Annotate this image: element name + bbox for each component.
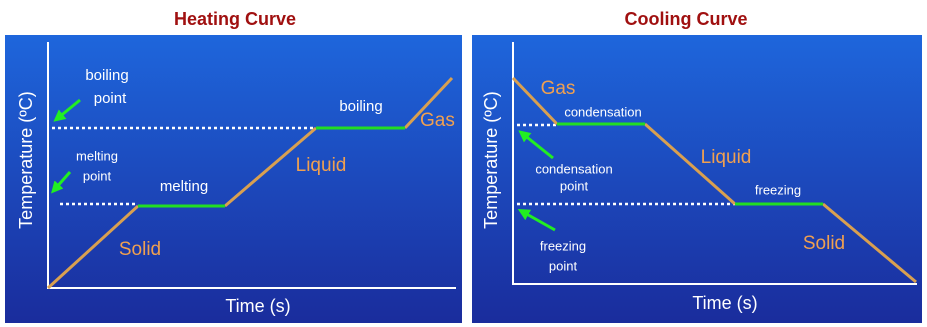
arrow — [51, 171, 72, 194]
annotation: point — [549, 258, 578, 273]
annotation: freezing — [540, 238, 586, 253]
curve-plateau — [138, 126, 405, 208]
annotation: point — [94, 90, 127, 107]
curve-slope — [46, 76, 454, 290]
x-axis-label: Time (s) — [225, 296, 290, 316]
panel-background — [5, 35, 462, 323]
panel-title: Cooling Curve — [624, 9, 747, 29]
annotation: boiling — [85, 67, 128, 84]
phase-label: Liquid — [701, 147, 752, 168]
annotation: melting — [76, 148, 118, 163]
y-axis-label: Temperature (ºC) — [481, 91, 501, 229]
phase-label: Solid — [803, 233, 845, 254]
arrow — [518, 130, 554, 160]
cooling-panel: Cooling Curve Temperature (ºC) Time (s) … — [472, 9, 922, 323]
transition-label: boiling — [339, 98, 382, 115]
phase-label: Liquid — [296, 155, 347, 176]
curve-plateau — [557, 122, 823, 206]
heating-panel: Heating Curve Temperature (ºC) Time (s) … — [5, 9, 462, 323]
arrow — [53, 98, 81, 122]
panel-title: Heating Curve — [174, 9, 296, 29]
curve-slope — [511, 76, 917, 284]
panel-background — [472, 35, 922, 323]
transition-label: condensation — [564, 104, 641, 119]
phase-label: Gas — [420, 110, 455, 131]
phase-label: Solid — [119, 239, 161, 260]
annotation: point — [83, 168, 112, 183]
transition-label: freezing — [755, 182, 801, 197]
phase-label: Gas — [541, 78, 576, 99]
x-axis-label: Time (s) — [692, 293, 757, 313]
annotation: condensation — [535, 161, 612, 176]
arrow — [517, 209, 556, 232]
transition-label: melting — [160, 178, 208, 195]
y-axis-label: Temperature (ºC) — [16, 91, 36, 229]
annotation: point — [560, 178, 589, 193]
